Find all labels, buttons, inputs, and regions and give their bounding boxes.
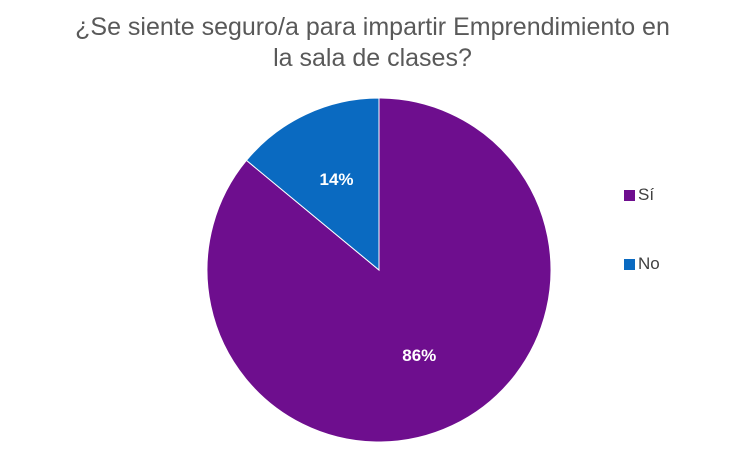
legend: Sí No — [624, 184, 660, 275]
legend-label-si: Sí — [638, 185, 655, 204]
chart-title-line-1: ¿Se siente seguro/a para impartir Empren… — [75, 13, 670, 41]
legend-swatch-si — [624, 189, 635, 201]
chart-title-line-2: la sala de clases? — [273, 44, 472, 72]
legend-swatch-no — [624, 258, 635, 270]
legend-label-no: No — [638, 254, 660, 273]
legend-item-si: Sí — [624, 184, 660, 206]
data-label-no: 14% — [320, 170, 354, 189]
pie-slice-no — [245, 97, 380, 272]
data-label-si: 86% — [402, 346, 436, 365]
chart-title: ¿Se siente seguro/a para impartir Empren… — [0, 12, 745, 74]
legend-item-no: No — [624, 253, 660, 275]
